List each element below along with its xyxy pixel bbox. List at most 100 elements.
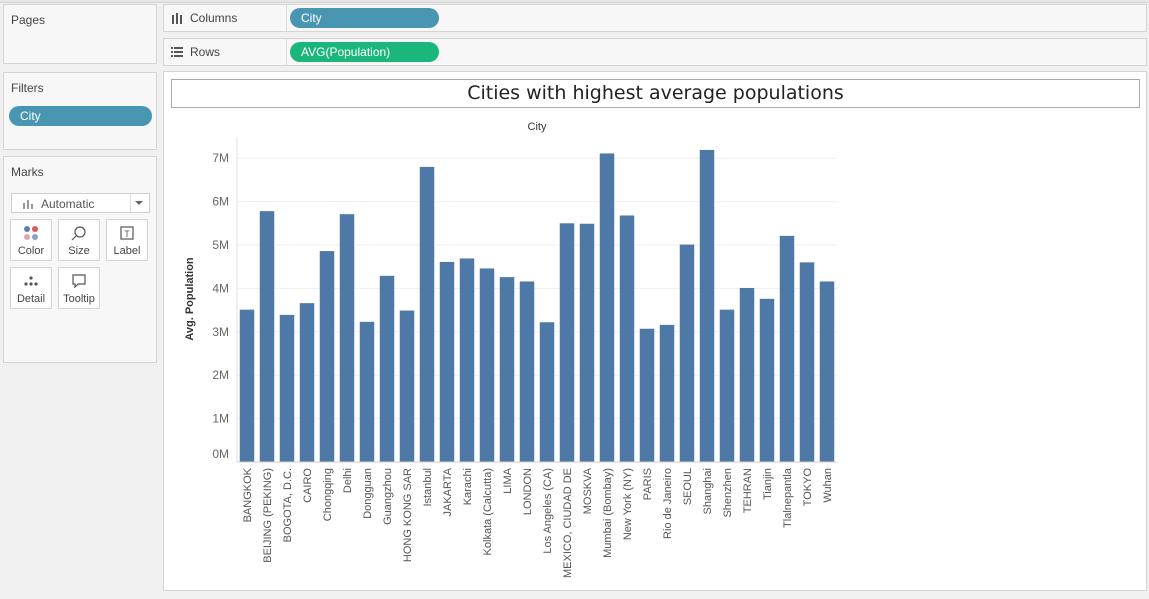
- bar[interactable]: [239, 309, 255, 462]
- chevron-down-icon[interactable]: [130, 194, 146, 212]
- x-tick-label: Delhi: [342, 468, 354, 493]
- columns-icon: [171, 12, 183, 27]
- detail-icon: [11, 273, 51, 289]
- x-tick-label: BEIJING (PEKING): [262, 468, 274, 563]
- bars[interactable]: [239, 149, 835, 462]
- bar[interactable]: [539, 322, 555, 462]
- bar[interactable]: [419, 166, 435, 462]
- y-tick-label: 3M: [212, 325, 229, 339]
- x-tick-label: Wuhan: [822, 468, 834, 503]
- bar[interactable]: [779, 235, 795, 462]
- pages-card[interactable]: Pages: [3, 4, 157, 64]
- size-button-label: Size: [68, 245, 90, 257]
- x-tick-label: MOSKVA: [582, 467, 594, 514]
- marks-card: Marks Automatic Color Size T Label Detai…: [3, 156, 157, 363]
- bar[interactable]: [799, 262, 815, 462]
- bar[interactable]: [359, 321, 375, 462]
- size-icon: [59, 225, 99, 241]
- columns-pill-city[interactable]: City: [290, 8, 439, 28]
- x-tick-label: BOGOTA, D.C.: [282, 468, 294, 542]
- mark-type-dropdown[interactable]: Automatic: [11, 193, 150, 213]
- x-tick-label: Shanghai: [702, 468, 714, 515]
- filters-card[interactable]: Filters City: [3, 72, 157, 150]
- bar[interactable]: [259, 211, 275, 462]
- rows-label: Rows: [190, 45, 221, 59]
- y-tick-label: 6M: [212, 195, 229, 209]
- x-tick-label: New York (NY): [622, 468, 634, 540]
- size-button[interactable]: Size: [58, 219, 100, 261]
- columns-shelf[interactable]: Columns City: [163, 4, 1147, 32]
- chart-title: Cities with highest average populations: [171, 79, 1140, 108]
- y-tick-label: 5M: [212, 238, 229, 252]
- color-palette-icon: [11, 225, 51, 241]
- filters-title: Filters: [11, 81, 44, 95]
- marks-title: Marks: [11, 165, 44, 179]
- rows-shelf[interactable]: Rows AVG(Population): [163, 38, 1147, 66]
- bar-chart-icon: [22, 198, 34, 212]
- x-tick-label: Chongqing: [322, 468, 334, 521]
- rows-icon: [171, 46, 183, 61]
- y-tick-label: 2M: [212, 368, 229, 382]
- svg-text:T: T: [124, 229, 130, 239]
- bar[interactable]: [659, 324, 675, 462]
- x-tick-label: TEHRAN: [742, 468, 754, 513]
- viz-area[interactable]: 0M 1M 2M 3M 4M 5M 6M 7M BANGKOK BEIJING (PEKING)…: [163, 71, 1147, 591]
- y-axis-ticks: 0M 1M 2M 3M 4M 5M 6M 7M: [212, 151, 229, 461]
- x-tick-label: Los Angeles (CA): [542, 468, 554, 554]
- x-tick-label: Istanbul: [422, 468, 434, 507]
- bar[interactable]: [679, 244, 695, 462]
- x-tick-label: Mumbai (Bombay): [602, 468, 614, 558]
- x-tick-label: Rio de Janeiro: [662, 468, 674, 539]
- bar[interactable]: [379, 275, 395, 462]
- filter-pill-city[interactable]: City: [9, 106, 152, 126]
- bar[interactable]: [739, 287, 755, 462]
- bar[interactable]: [319, 251, 335, 462]
- bar[interactable]: [639, 328, 655, 462]
- bar[interactable]: [819, 281, 835, 462]
- color-button[interactable]: Color: [10, 219, 52, 261]
- bar[interactable]: [499, 277, 515, 462]
- x-tick-label: BANGKOK: [242, 467, 254, 522]
- y-tick-label: 4M: [212, 281, 229, 295]
- x-tick-label: Karachi: [462, 468, 474, 505]
- bar[interactable]: [579, 223, 595, 462]
- bar[interactable]: [719, 309, 735, 462]
- y-tick-label: 7M: [212, 151, 229, 165]
- color-button-label: Color: [17, 245, 45, 257]
- y-tick-label: 0M: [212, 447, 229, 461]
- bar-chart[interactable]: 0M 1M 2M 3M 4M 5M 6M 7M BANGKOK BEIJING (PEKING)…: [164, 72, 1146, 590]
- rows-pill-avg-population[interactable]: AVG(Population): [290, 42, 439, 62]
- label-button[interactable]: T Label: [106, 219, 148, 261]
- x-axis-labels: BANGKOK BEIJING (PEKING) BOGOTA, D.C. CAIRO…: [242, 467, 834, 578]
- bar[interactable]: [399, 310, 415, 462]
- bar[interactable]: [519, 281, 535, 462]
- columns-label: Columns: [190, 11, 238, 25]
- bar[interactable]: [459, 258, 475, 462]
- x-tick-label: MEXICO, CIUDAD DE: [562, 468, 574, 578]
- y-axis-title: Avg. Population: [184, 257, 196, 341]
- bar[interactable]: [479, 268, 495, 462]
- x-tick-label: Kolkata (Calcutta): [482, 468, 494, 555]
- x-tick-label: Tianjin: [762, 468, 774, 500]
- x-tick-label: SEOUL: [682, 468, 694, 505]
- x-tick-label: Shenzhen: [722, 468, 734, 518]
- detail-button[interactable]: Detail: [10, 267, 52, 309]
- x-tick-label: Tlalnepantla: [782, 467, 794, 528]
- bar[interactable]: [599, 153, 615, 462]
- bar[interactable]: [699, 149, 715, 462]
- detail-button-label: Detail: [16, 293, 46, 305]
- x-tick-label: Guangzhou: [382, 468, 394, 525]
- bar[interactable]: [439, 261, 455, 462]
- y-tick-label: 1M: [212, 412, 229, 426]
- x-tick-label: Dongguan: [362, 468, 374, 519]
- label-icon: T: [107, 225, 147, 241]
- bar[interactable]: [759, 298, 775, 462]
- bar[interactable]: [279, 314, 295, 462]
- tooltip-button[interactable]: Tooltip: [58, 267, 100, 309]
- bar[interactable]: [559, 223, 575, 462]
- bar[interactable]: [339, 214, 355, 462]
- bar[interactable]: [299, 303, 315, 462]
- shelf-divider: [286, 5, 287, 31]
- top-strip: [0, 0, 1149, 3]
- bar[interactable]: [619, 215, 635, 462]
